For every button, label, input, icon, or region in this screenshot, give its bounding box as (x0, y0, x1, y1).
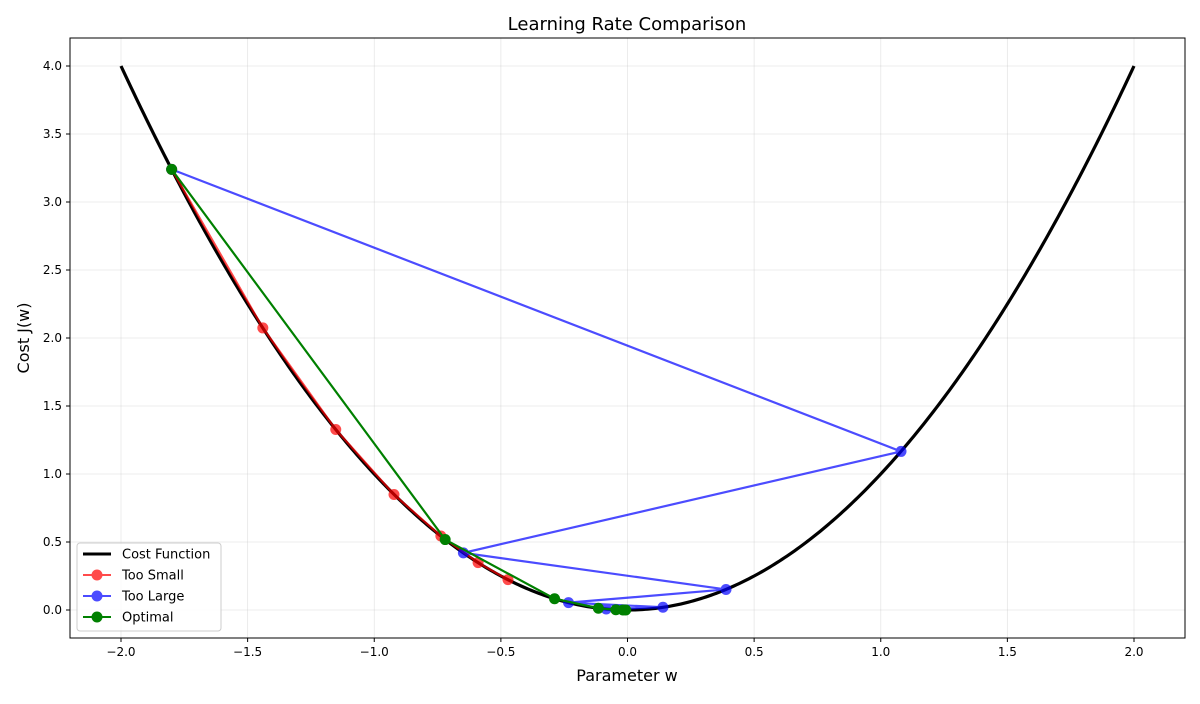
data-point-optimal (592, 602, 604, 614)
series-too-small (166, 163, 514, 586)
data-point-too-large (720, 583, 732, 595)
legend-swatch-marker (91, 611, 103, 623)
legend-label: Too Small (121, 569, 184, 584)
legend-entry (83, 611, 111, 623)
legend-label: Cost Function (122, 548, 210, 563)
y-tick-label: 1.0 (43, 467, 62, 481)
grid (70, 38, 1185, 638)
data-point-too-small (502, 574, 514, 586)
y-tick-label: 2.5 (43, 263, 62, 277)
data-point-too-large (895, 445, 907, 457)
data-point-too-large (657, 601, 669, 613)
chart-title: Learning Rate Comparison (508, 14, 747, 35)
data-point-too-small (257, 322, 269, 334)
legend-entry (83, 590, 111, 602)
data-point-optimal (439, 534, 451, 546)
x-tick-label: −1.0 (360, 645, 389, 659)
y-tick-label: 1.5 (43, 399, 62, 413)
y-tick-label: 4.0 (43, 59, 62, 73)
legend-swatch-marker (91, 569, 103, 581)
series-line-optimal (170, 168, 626, 612)
y-tick-label: 3.0 (43, 195, 62, 209)
x-tick-label: −2.0 (106, 645, 135, 659)
series-line-too-small (170, 168, 509, 581)
axes-frame (69, 37, 1186, 639)
data-point-optimal (620, 604, 632, 616)
legend-label: Optimal (122, 611, 173, 626)
series-line-too-large (171, 168, 905, 611)
legend-entry (83, 569, 111, 581)
legend: Cost Function Too Small Too Large Optimal (76, 542, 222, 632)
x-tick-label: 0.0 (618, 645, 637, 659)
axis-ticks: −2.0 −1.5 −1.0 −0.5 0.0 0.5 1.0 1.5 2.0 0.0 0.5 1.0… (43, 59, 1144, 659)
data-point-optimal (549, 593, 561, 605)
y-tick-label: 0.0 (43, 603, 62, 617)
y-axis-label: Cost J(w) (14, 303, 33, 374)
x-tick-label: −1.5 (233, 645, 262, 659)
legend-label: Too Large (121, 590, 184, 605)
x-tick-label: 0.5 (745, 645, 764, 659)
plot-area (119, 65, 1136, 616)
x-tick-label: 1.5 (998, 645, 1017, 659)
data-point-optimal (166, 163, 178, 175)
legend-swatch-marker (91, 590, 103, 602)
x-axis-label: Parameter w (576, 666, 677, 685)
x-tick-label: 1.0 (871, 645, 890, 659)
y-tick-label: 3.5 (43, 127, 62, 141)
data-point-too-small (388, 489, 400, 501)
series-optimal (166, 163, 632, 616)
x-tick-label: 2.0 (1124, 645, 1143, 659)
x-tick-label: −0.5 (486, 645, 515, 659)
y-tick-label: 2.0 (43, 331, 62, 345)
series-too-large (166, 163, 907, 615)
y-tick-label: 0.5 (43, 535, 62, 549)
data-point-too-small (330, 424, 342, 436)
legend-box (76, 542, 222, 632)
